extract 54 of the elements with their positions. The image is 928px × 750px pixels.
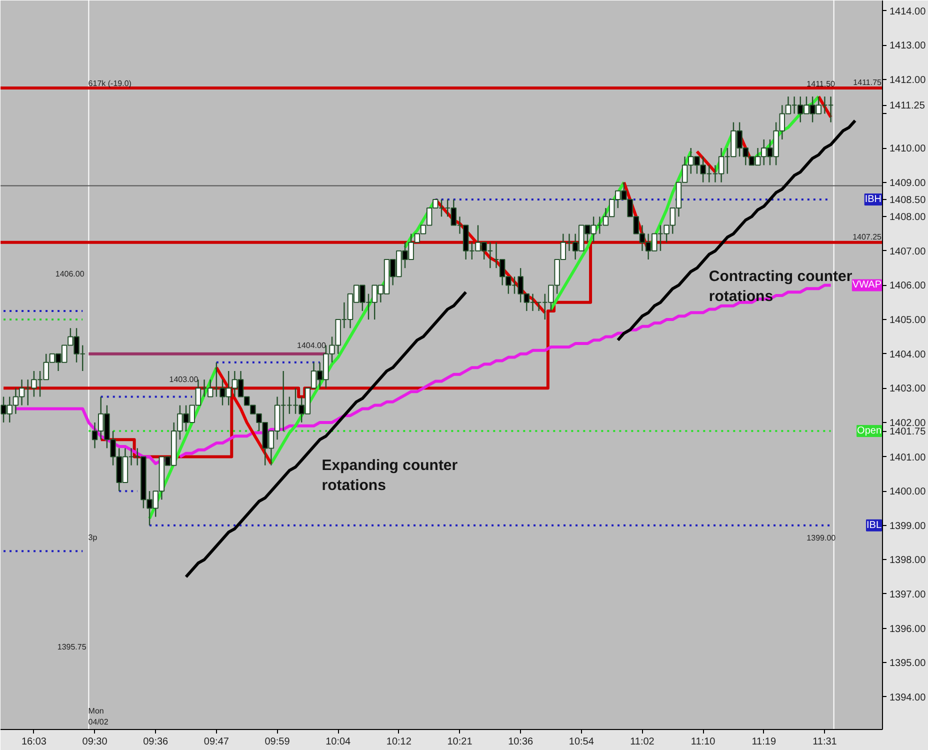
annotation: Expanding counter rotations [322, 456, 458, 494]
y-tick-label: 1401.75 [890, 426, 926, 438]
y-tick-label: 1413.00 [890, 40, 926, 52]
annotation: 1406.00 [55, 270, 85, 278]
y-tick-label: 1396.00 [890, 624, 926, 635]
y-tick-label: 1397.00 [890, 589, 926, 600]
y-tick-label: 1410.00 [890, 144, 926, 155]
y-tick-label: 1409.00 [890, 178, 926, 189]
x-tick-label: 16:03 [21, 736, 47, 748]
x-tick-label: 11:10 [690, 736, 716, 748]
text: Open [857, 426, 882, 437]
y-tick-label: 1399.00 [890, 520, 926, 532]
annotation: 617k (-19.0) [88, 79, 132, 88]
annotation: 1399.00 [806, 534, 836, 542]
y-tick-label: 1407.00 [890, 246, 926, 258]
ref-line-label: 1411.75 [853, 78, 882, 87]
y-tick-label: 1405.00 [890, 315, 926, 326]
y-tick-label: 1408.50 [890, 194, 926, 206]
y-tick-label: 1395.00 [890, 658, 926, 670]
y-tick-label: 1401.00 [890, 452, 926, 464]
x-tick-label: 11:02 [630, 736, 655, 748]
x-tick-label: 09:47 [204, 736, 230, 748]
annotation: Mon 04/02 [88, 706, 109, 726]
data-label: 1404.00 [297, 340, 326, 350]
data-label: 1403.00 [169, 375, 199, 384]
annotation: 1411.50 [806, 80, 836, 88]
annotation: 1395.75 [57, 642, 87, 652]
y-tick-label: 1398.00 [890, 555, 926, 566]
annotation: 3p [88, 533, 98, 542]
y-tick-label: 1402.00 [890, 418, 926, 429]
y-tick-label: 1400.00 [890, 486, 926, 498]
x-tick-label: 10:04 [326, 736, 352, 748]
y-tick-label: 1404.00 [890, 349, 926, 360]
x-tick-label: 10:12 [386, 736, 412, 748]
ref-line-label: 1407.25 [852, 232, 882, 242]
x-tick-label: 11:19 [752, 736, 776, 748]
y-tick-label: 1414.00 [890, 6, 926, 18]
y-tick-label: 1411.25 [890, 100, 926, 112]
y-tick-label: 1403.00 [890, 384, 926, 395]
text: IBH [864, 194, 882, 205]
x-tick-label: 09:36 [143, 736, 169, 748]
x-tick-label: 11:31 [812, 736, 838, 748]
x-tick-label: 10:36 [508, 736, 534, 748]
y-tick-label: 1394.00 [890, 692, 926, 704]
y-tick-label: 1406.00 [890, 280, 926, 292]
annotation: Contracting counter rotations [708, 268, 852, 306]
x-tick-label: 09:30 [82, 736, 108, 748]
x-tick-label: 09:59 [264, 736, 290, 748]
y-tick-label: 1408.00 [890, 212, 926, 224]
x-tick-label: 10:21 [447, 736, 473, 748]
y-tick-label: 1412.00 [890, 74, 926, 86]
x-tick-label: 10:54 [568, 736, 594, 748]
text: IBL [866, 520, 882, 531]
text: VWAP [852, 280, 882, 291]
